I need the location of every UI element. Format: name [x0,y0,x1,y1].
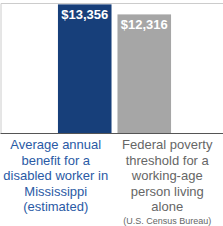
y-axis-line [1,4,223,134]
bars [58,4,171,133]
category-labels: Average annualbenefit for adisabled work… [3,137,213,226]
category-label: Average annualbenefit for adisabled work… [3,137,108,214]
category-note: (U.S. Census Bureau) [123,216,211,226]
data-label: $12,316 [121,17,168,32]
bar [58,4,112,133]
bar [117,14,171,133]
y-axis [1,4,223,134]
chart: $13,356 $12,316 Average annualbenefit for … [0,0,223,226]
data-label: $13,356 [61,7,108,22]
data-labels: $13,356 $12,316 [61,7,168,32]
baseline [1,133,223,134]
category-label: Federal povertythreshold for aworking-ag… [122,137,213,214]
y-tick [1,133,223,134]
